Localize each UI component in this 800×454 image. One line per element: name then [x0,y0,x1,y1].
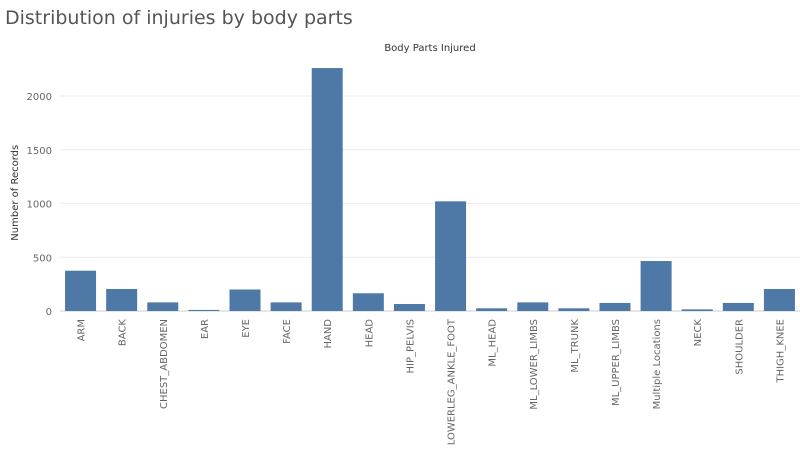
bar-eye[interactable] [229,289,261,312]
bar-arm[interactable] [65,270,97,311]
bar-face[interactable] [270,302,302,311]
bar-back[interactable] [106,288,138,311]
x-tick-label: FACE [282,319,293,344]
x-tick-label: ML_LOWER_LIMBS [529,319,540,410]
x-tick-label: EYE [241,319,252,338]
x-tick-label: CHEST_ABDOMEN [159,319,170,409]
y-tick-label: 0 [46,307,52,318]
x-tick-label: HEAD [364,319,375,348]
y-tick-label: 2000 [27,92,52,103]
bar-ml-head[interactable] [476,308,508,311]
x-tick-label: SHOULDER [734,319,745,375]
y-axis-ticks: 0 500 1000 1500 2000 [27,92,52,318]
x-tick-label: ML_HEAD [488,319,499,367]
bar-hand[interactable] [311,68,343,311]
y-tick-label: 500 [33,253,52,264]
x-tick-label: THIGH_KNEE [775,319,786,384]
grid-lines [60,95,800,312]
bar-ear[interactable] [188,309,220,311]
x-tick-label: EAR [200,319,211,339]
x-axis-labels: ARM BACK CHEST_ABDOMEN EAR EYE FACE HAND HEAD HI… [77,318,787,445]
x-tick-label: ARM [77,319,88,341]
x-tick-label: ML_UPPER_LIMBS [611,319,622,406]
x-tick-label: Multiple Locations [652,319,663,409]
x-tick-label: BACK [118,319,129,347]
bar-multiple-locations[interactable] [640,261,672,311]
x-tick-label: HIP_PELVIS [405,319,416,373]
x-tick-label: LOWERLEG_ANKLE_FOOT [447,318,458,445]
bar-hip-pelvis[interactable] [393,304,425,311]
bar-chest-abdomen[interactable] [147,302,179,311]
y-tick-label: 1000 [27,200,52,211]
bar-head[interactable] [352,293,384,311]
bar-lowerleg-ankle-foot[interactable] [435,201,467,311]
y-tick-label: 1500 [27,146,52,157]
x-tick-label: HAND [323,319,334,349]
bar-shoulder[interactable] [722,302,754,311]
y-axis-title: Number of Records [10,145,21,241]
bar-ml-upper-limbs[interactable] [599,302,631,311]
bar-thigh-knee[interactable] [763,288,795,311]
x-tick-label: NECK [693,319,704,347]
x-tick-label: ML_TRUNK [570,319,581,373]
bar-ml-lower-limbs[interactable] [517,302,549,311]
page-title: Distribution of injuries by body parts [5,7,353,29]
bar-ml-trunk[interactable] [558,308,590,311]
bar-neck[interactable] [681,309,713,311]
column-header: Body Parts Injured [384,43,475,54]
bars [65,68,795,311]
